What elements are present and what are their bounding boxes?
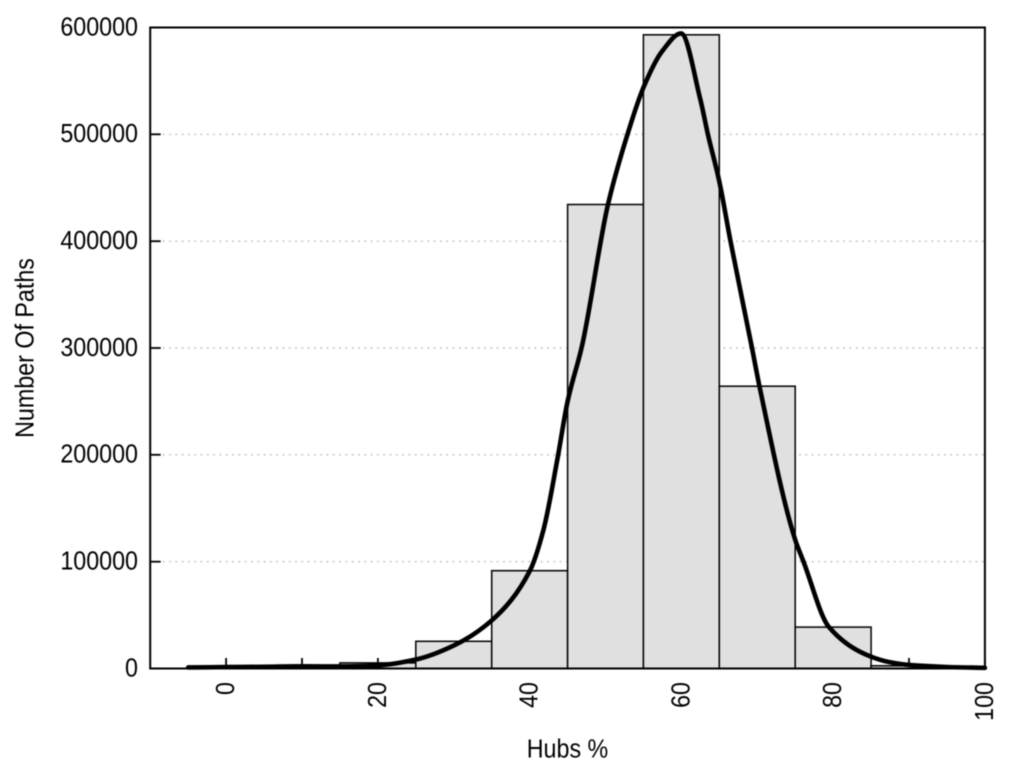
svg-text:600000: 600000 <box>60 13 138 42</box>
svg-text:80: 80 <box>819 682 848 708</box>
svg-text:100000: 100000 <box>60 547 138 576</box>
svg-text:400000: 400000 <box>60 227 138 256</box>
svg-text:60: 60 <box>667 682 696 708</box>
svg-text:Hubs %: Hubs % <box>527 735 608 764</box>
svg-text:Number Of Paths: Number Of Paths <box>11 258 40 438</box>
svg-text:200000: 200000 <box>60 441 138 470</box>
svg-text:0: 0 <box>212 682 241 695</box>
svg-text:300000: 300000 <box>60 334 138 363</box>
svg-text:500000: 500000 <box>60 120 138 149</box>
svg-text:0: 0 <box>125 654 138 683</box>
svg-text:40: 40 <box>515 682 544 708</box>
svg-text:20: 20 <box>364 682 393 708</box>
svg-text:100: 100 <box>971 682 1000 721</box>
